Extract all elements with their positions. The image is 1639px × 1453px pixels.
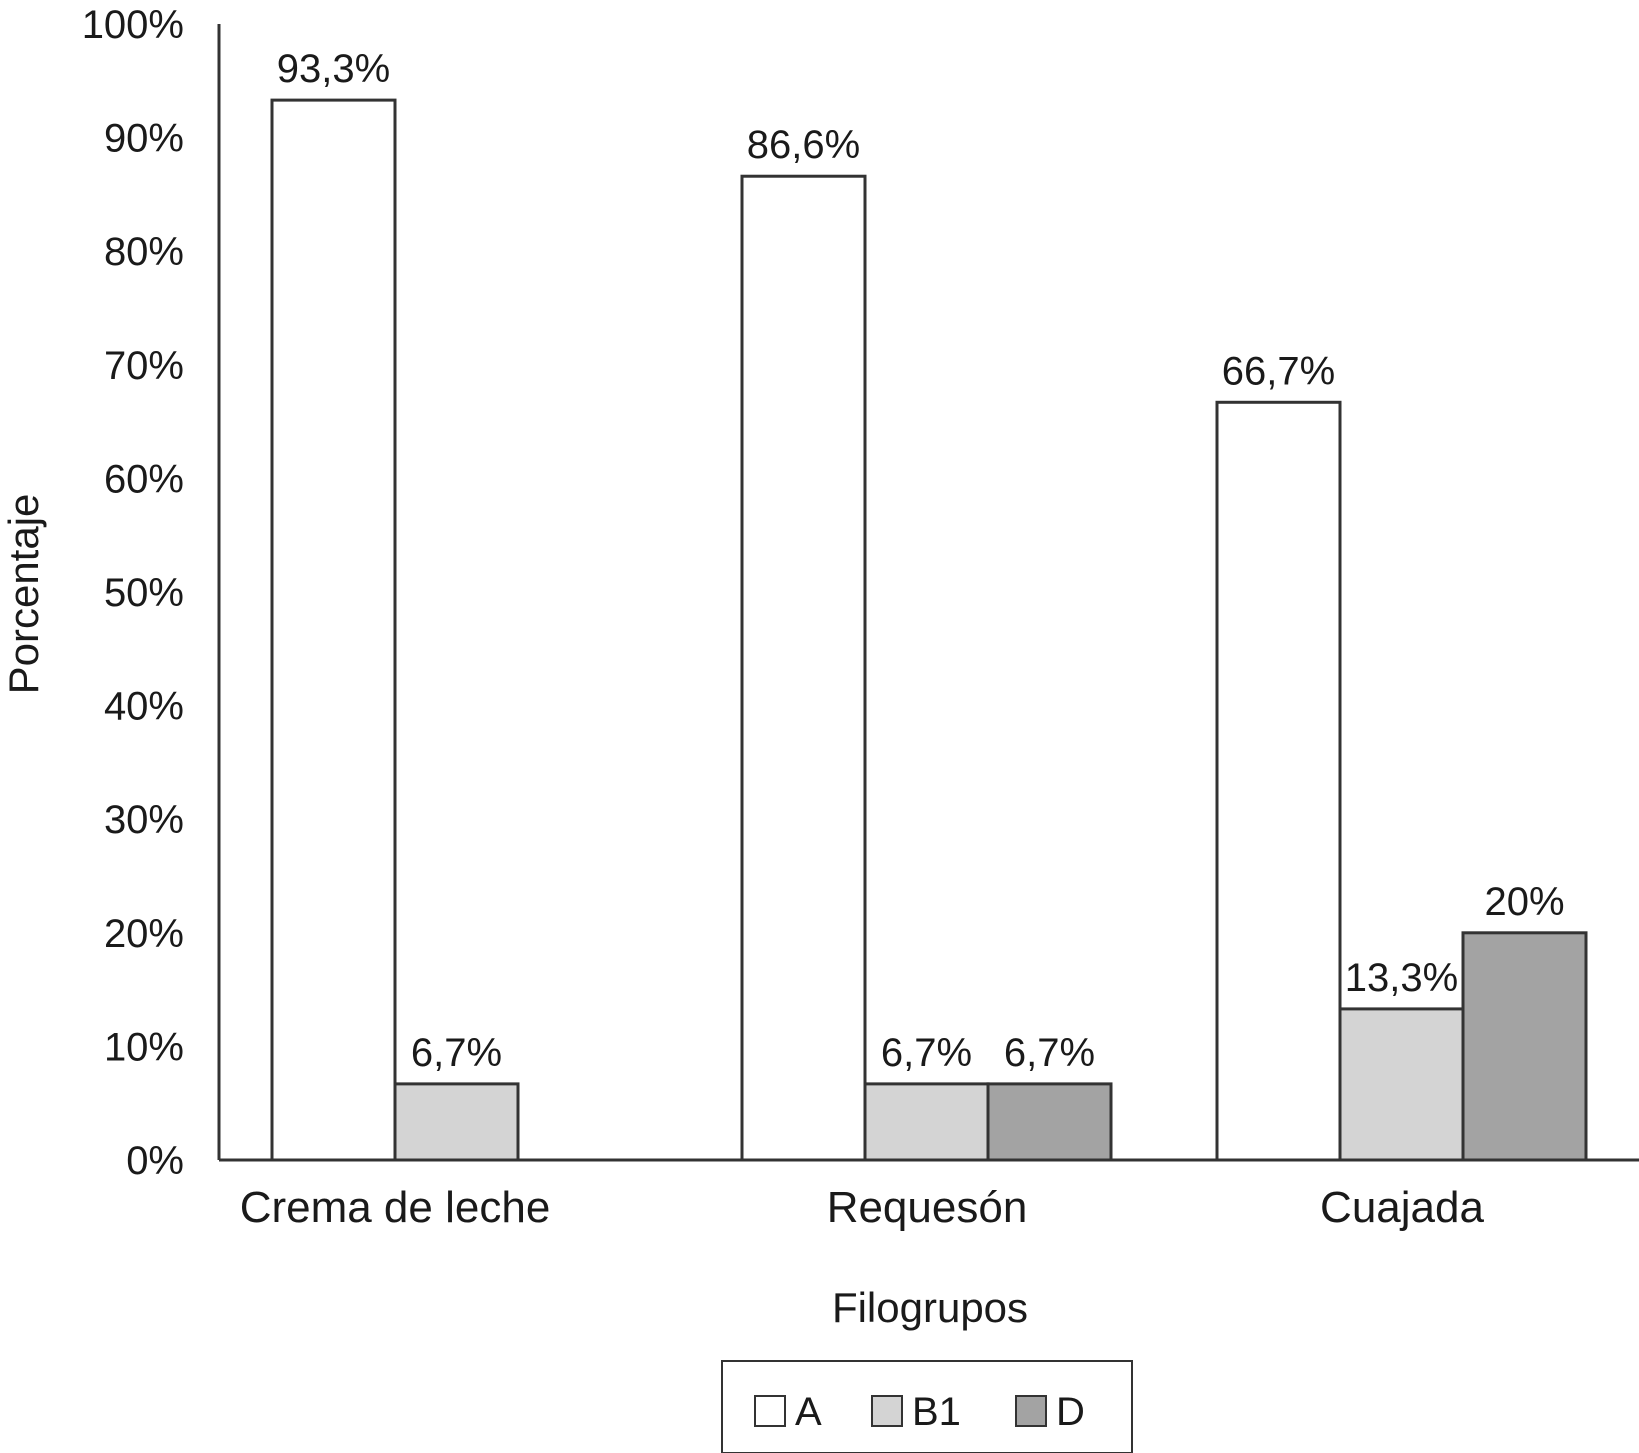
y-tick-label: 30%	[104, 798, 184, 842]
y-tick-label: 80%	[104, 230, 184, 274]
bars	[270, 98, 1588, 1162]
x-tick-label: Requesón	[827, 1183, 1028, 1232]
y-tick-label: 50%	[104, 571, 184, 615]
legend-box	[721, 1360, 1133, 1453]
data-label: 13,3%	[1345, 956, 1458, 1000]
bar-b1	[1338, 1007, 1465, 1162]
data-label: 6,7%	[1004, 1031, 1095, 1075]
x-tick-label: Crema de leche	[240, 1183, 551, 1232]
data-label: 6,7%	[411, 1031, 502, 1075]
legend-label: B1	[912, 1390, 961, 1434]
bar-a	[270, 98, 397, 1162]
data-label: 66,7%	[1222, 349, 1335, 393]
y-tick-label: 60%	[104, 457, 184, 501]
bar-a	[740, 174, 867, 1162]
y-tick-label: 0%	[126, 1139, 184, 1183]
bar-b1	[863, 1082, 990, 1162]
y-tick-label: 100%	[82, 3, 184, 47]
y-tick-label: 20%	[104, 912, 184, 956]
legend-label: D	[1056, 1390, 1085, 1434]
x-tick-label: Cuajada	[1320, 1183, 1484, 1232]
y-tick-label: 10%	[104, 1025, 184, 1069]
category-labels: Crema de leche Requesón Cuajada	[240, 1183, 1485, 1232]
y-axis-ticks: 0% 10% 20% 30% 40% 50% 60% 70% 80% 90% 100%	[82, 3, 184, 1183]
legend: A B1 D	[721, 1360, 1133, 1453]
y-axis-title: Porcentaje	[0, 494, 47, 695]
legend-swatch-d	[1015, 1395, 1047, 1427]
bar-a	[1215, 400, 1342, 1162]
y-tick-label: 90%	[104, 117, 184, 161]
y-tick-label: 40%	[104, 685, 184, 729]
y-tick-label: 70%	[104, 344, 184, 388]
legend-swatch-a	[754, 1395, 786, 1427]
bar-b1	[393, 1082, 520, 1162]
data-label: 86,6%	[747, 123, 860, 167]
legend-swatch-b1	[871, 1395, 903, 1427]
bar-d	[986, 1082, 1113, 1162]
data-label: 93,3%	[277, 47, 390, 91]
data-label: 20%	[1484, 880, 1564, 924]
data-labels: 93,3% 6,7% 86,6% 6,7% 6,7% 66,7% 13,3% 20%	[277, 47, 1565, 1075]
bar-d	[1461, 931, 1588, 1162]
legend-label: A	[795, 1390, 822, 1434]
x-axis-title: Filogrupos	[832, 1284, 1028, 1331]
data-label: 6,7%	[881, 1031, 972, 1075]
